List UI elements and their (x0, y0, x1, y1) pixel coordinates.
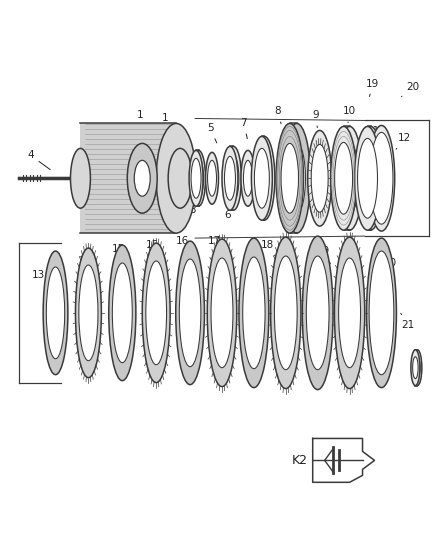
Ellipse shape (331, 126, 357, 230)
Text: 21: 21 (401, 313, 414, 330)
Ellipse shape (337, 126, 363, 230)
Text: 12: 12 (396, 133, 411, 149)
Ellipse shape (413, 350, 422, 385)
Ellipse shape (302, 236, 333, 390)
Ellipse shape (208, 160, 216, 196)
Ellipse shape (179, 259, 201, 367)
Ellipse shape (415, 357, 420, 378)
Text: 15: 15 (112, 244, 131, 261)
Ellipse shape (228, 156, 239, 200)
Ellipse shape (357, 126, 384, 230)
Ellipse shape (254, 136, 275, 220)
Ellipse shape (243, 257, 265, 369)
Ellipse shape (142, 243, 170, 383)
Ellipse shape (271, 237, 301, 389)
Ellipse shape (275, 256, 297, 370)
Ellipse shape (370, 132, 393, 224)
Ellipse shape (281, 143, 299, 213)
Text: 10: 10 (343, 107, 356, 123)
Ellipse shape (335, 237, 365, 389)
Ellipse shape (239, 238, 269, 387)
Text: K2: K2 (292, 454, 308, 467)
Text: 13: 13 (32, 270, 53, 286)
Ellipse shape (355, 126, 381, 230)
Ellipse shape (127, 143, 157, 213)
Ellipse shape (357, 139, 378, 218)
Ellipse shape (134, 160, 150, 196)
Text: 19: 19 (366, 78, 379, 96)
Ellipse shape (276, 124, 304, 233)
Ellipse shape (257, 148, 272, 208)
Ellipse shape (413, 357, 418, 378)
Text: 8: 8 (275, 107, 281, 124)
Ellipse shape (339, 258, 360, 368)
Ellipse shape (156, 124, 196, 233)
Bar (81, 124, 176, 233)
Ellipse shape (254, 148, 269, 208)
Ellipse shape (368, 125, 395, 231)
Text: 16: 16 (176, 236, 191, 254)
Ellipse shape (311, 144, 328, 212)
Text: 18: 18 (261, 240, 276, 258)
Ellipse shape (176, 241, 205, 385)
Text: 14: 14 (79, 256, 96, 273)
Text: 6: 6 (225, 199, 231, 220)
Text: 15: 15 (145, 240, 161, 257)
Ellipse shape (168, 148, 192, 208)
Ellipse shape (308, 131, 332, 226)
Ellipse shape (46, 267, 65, 359)
Ellipse shape (241, 150, 255, 206)
Ellipse shape (225, 156, 236, 200)
Ellipse shape (335, 142, 353, 214)
Ellipse shape (222, 147, 238, 210)
Ellipse shape (360, 139, 381, 218)
Ellipse shape (43, 251, 68, 375)
Text: 17: 17 (207, 236, 221, 255)
Ellipse shape (189, 150, 203, 206)
Ellipse shape (191, 158, 201, 198)
Text: 11: 11 (367, 126, 380, 143)
Text: 20: 20 (381, 258, 396, 276)
Text: 1: 1 (162, 114, 169, 141)
Text: 7: 7 (240, 118, 247, 139)
Text: 4: 4 (27, 150, 50, 169)
Text: 19: 19 (317, 246, 330, 263)
Ellipse shape (112, 263, 132, 362)
Ellipse shape (369, 251, 394, 375)
Ellipse shape (411, 350, 420, 385)
Ellipse shape (251, 136, 272, 220)
Ellipse shape (146, 261, 166, 365)
Ellipse shape (283, 124, 311, 233)
Ellipse shape (109, 245, 136, 381)
Ellipse shape (71, 148, 90, 208)
Ellipse shape (205, 152, 219, 204)
Ellipse shape (211, 258, 233, 368)
Text: 5: 5 (207, 124, 217, 143)
Text: 20: 20 (402, 82, 419, 96)
Text: 3: 3 (189, 194, 196, 215)
Ellipse shape (306, 256, 329, 370)
Ellipse shape (341, 142, 359, 214)
Ellipse shape (194, 158, 204, 198)
Ellipse shape (367, 238, 396, 387)
Ellipse shape (244, 160, 252, 196)
Ellipse shape (288, 143, 305, 213)
Ellipse shape (79, 265, 98, 361)
Text: 2: 2 (169, 188, 182, 208)
Text: 9: 9 (312, 110, 319, 128)
Ellipse shape (191, 150, 205, 206)
Ellipse shape (226, 147, 241, 210)
Text: 1: 1 (137, 110, 147, 136)
Ellipse shape (75, 248, 101, 378)
Ellipse shape (207, 239, 237, 386)
